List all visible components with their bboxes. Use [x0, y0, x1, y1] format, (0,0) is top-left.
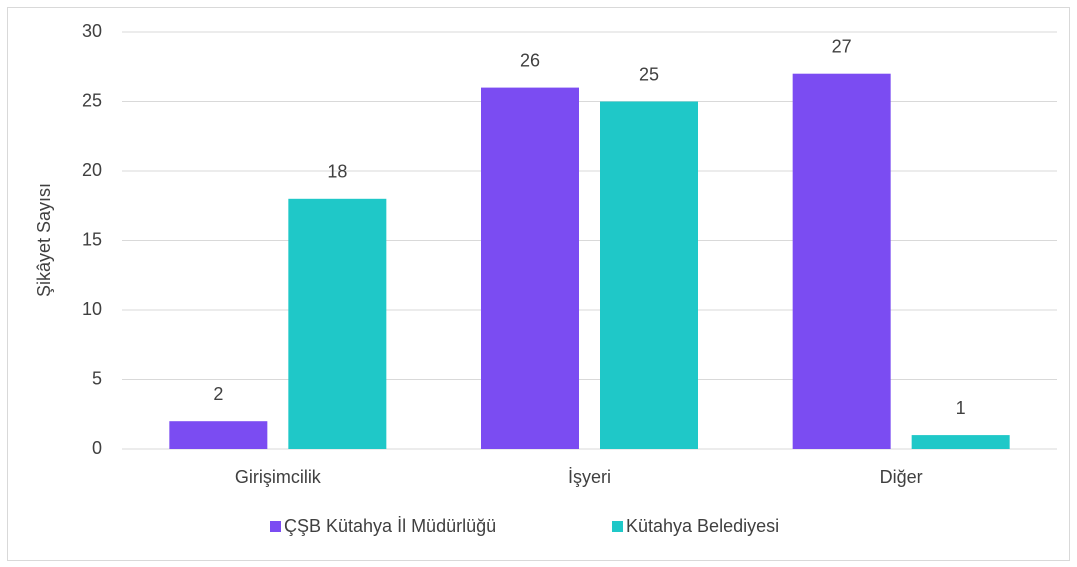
data-label: 27 [832, 36, 852, 56]
bar [169, 421, 268, 449]
x-tick-label: Diğer [880, 467, 923, 487]
x-tick-label: Girişimcilik [235, 467, 322, 487]
legend-label: Kütahya Belediyesi [626, 516, 779, 536]
y-tick-label: 25 [82, 90, 102, 110]
y-axis-label: Şikâyet Sayısı [34, 183, 54, 297]
bar [792, 73, 891, 449]
bar [911, 435, 1010, 449]
bar [600, 101, 698, 449]
bar [481, 87, 579, 449]
data-label: 18 [327, 162, 347, 182]
data-label: 2 [213, 384, 223, 404]
data-label: 1 [956, 398, 966, 418]
x-tick-label: İşyeri [568, 467, 611, 487]
y-tick-label: 5 [92, 368, 102, 388]
y-tick-label: 15 [82, 229, 102, 249]
y-tick-label: 30 [82, 21, 102, 41]
legend-label: ÇŞB Kütahya İl Müdürlüğü [284, 516, 496, 536]
y-tick-label: 0 [92, 438, 102, 458]
data-label: 25 [639, 64, 659, 84]
y-tick-label: 10 [82, 299, 102, 319]
y-tick-label: 20 [82, 160, 102, 180]
legend-swatch [612, 521, 623, 532]
legend-swatch [270, 521, 281, 532]
bar [288, 198, 387, 449]
data-label: 26 [520, 50, 540, 70]
